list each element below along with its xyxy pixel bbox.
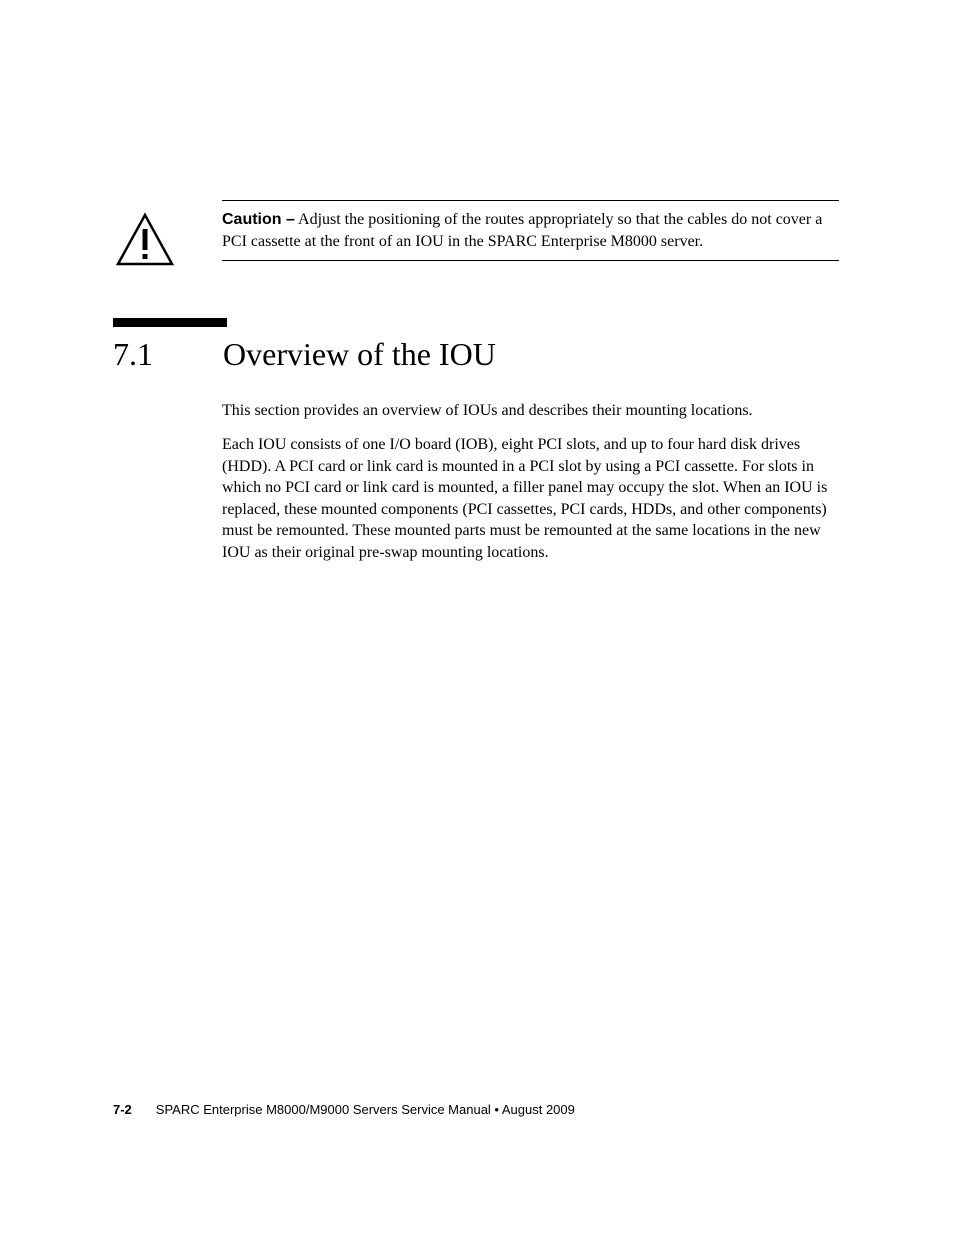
caution-rule-top	[222, 200, 839, 201]
caution-icon	[115, 212, 175, 267]
footer-doc-title: SPARC Enterprise M8000/M9000 Servers Ser…	[156, 1102, 575, 1117]
caution-rule-bottom	[222, 260, 839, 261]
page-footer: 7-2 SPARC Enterprise M8000/M9000 Servers …	[113, 1102, 838, 1117]
page: Caution – Adjust the positioning of the …	[0, 0, 954, 1235]
caution-block: Caution – Adjust the positioning of the …	[222, 200, 839, 261]
caution-label: Caution –	[222, 211, 295, 228]
body-paragraph: Each IOU consists of one I/O board (IOB)…	[222, 434, 839, 564]
section-heading-bar	[113, 318, 227, 327]
section-title: Overview of the IOU	[223, 336, 496, 373]
intro-paragraph: This section provides an overview of IOU…	[222, 400, 839, 422]
caution-text: Caution – Adjust the positioning of the …	[222, 209, 839, 252]
footer-page-number: 7-2	[113, 1102, 132, 1117]
section-heading: 7.1 Overview of the IOU	[113, 336, 838, 373]
caution-body: Adjust the positioning of the routes app…	[222, 211, 822, 250]
section-number: 7.1	[113, 336, 223, 373]
